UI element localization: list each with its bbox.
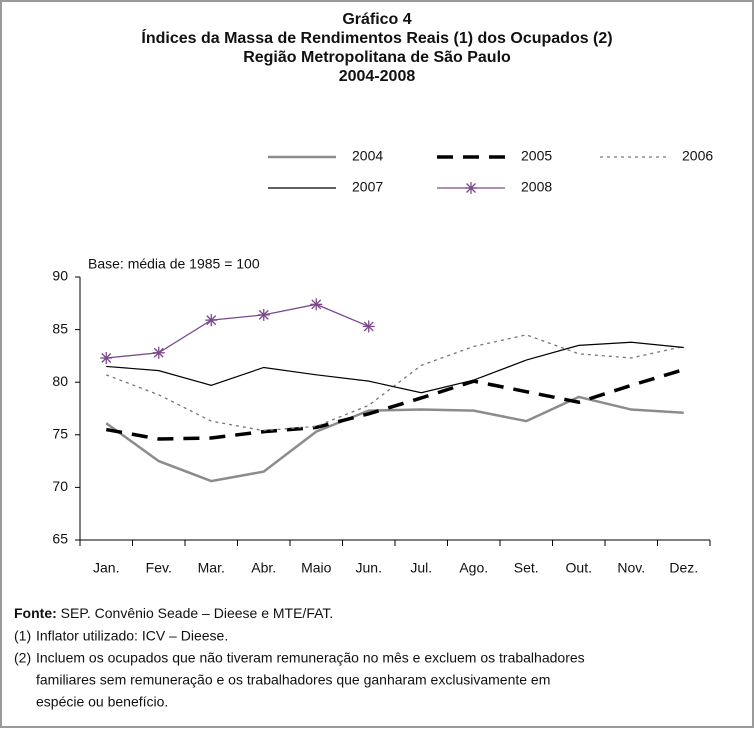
x-tick-label: Out. <box>566 560 592 576</box>
chart-title: 2004-2008 <box>339 68 416 85</box>
marker <box>100 352 113 365</box>
y-tick-label: 80 <box>52 373 68 389</box>
x-tick-label: Nov. <box>617 560 645 576</box>
marker-stroke <box>101 353 112 363</box>
legend-label: 2008 <box>521 179 552 195</box>
note-text: espécie ou benefício. <box>36 694 168 710</box>
series-line <box>105 395 684 483</box>
series-line <box>106 303 370 359</box>
legend-label: 2007 <box>352 179 383 195</box>
x-tick-label: Mar. <box>198 560 225 576</box>
chart-title: Índices da Massa de Rendimentos Reais (1… <box>141 28 612 47</box>
y-tick-label: 70 <box>52 478 68 494</box>
x-tick-label: Dez. <box>669 560 698 576</box>
note-text: familiares sem remuneração e os trabalha… <box>36 672 550 688</box>
x-tick-label: Jan. <box>93 560 119 576</box>
marker-stroke <box>311 299 322 310</box>
marker-stroke <box>153 347 164 358</box>
x-tick-label: Maio <box>301 560 332 576</box>
marker-stroke <box>466 183 476 193</box>
marker <box>152 346 165 359</box>
marker-stroke <box>258 309 269 320</box>
note-text: Incluem os ocupados que não tiveram remu… <box>36 650 585 666</box>
chart-title: Região Metropolitana de São Paulo <box>243 49 511 66</box>
chart-title: Gráfico 4 <box>342 11 411 28</box>
x-tick-label: Ago. <box>459 560 488 576</box>
note-text: Inflator utilizado: ICV – Dieese. <box>36 628 228 644</box>
annotation: Base: média de 1985 = 100 <box>88 256 260 272</box>
marker <box>205 314 218 327</box>
y-tick-label: 90 <box>52 268 68 284</box>
x-tick-label: Abr. <box>251 560 276 576</box>
legend-label: 2005 <box>521 148 552 164</box>
source-text: SEP. Convênio Seade – Dieese e MTE/FAT. <box>61 605 334 621</box>
x-tick-label: Jul. <box>410 560 432 576</box>
series-line <box>106 341 684 394</box>
x-tick-label: Jun. <box>356 560 382 576</box>
series-line <box>105 367 685 441</box>
source-label: Fonte: <box>14 605 57 621</box>
y-tick-label: 65 <box>52 531 68 547</box>
note-number: (1) <box>14 628 31 644</box>
marker <box>257 308 270 321</box>
source: Fonte: SEP. Convênio Seade – Dieese e MT… <box>14 605 333 621</box>
x-tick-label: Fev. <box>146 560 172 576</box>
x-tick-label: Set. <box>514 560 539 576</box>
y-tick-label: 85 <box>52 320 68 336</box>
marker <box>362 320 375 333</box>
marker <box>310 298 323 311</box>
marker <box>465 182 477 194</box>
legend-label: 2006 <box>682 148 713 164</box>
marker-stroke <box>206 315 217 326</box>
marker-stroke <box>363 321 374 332</box>
note-number: (2) <box>14 650 31 666</box>
legend-label: 2004 <box>352 148 383 164</box>
y-tick-label: 75 <box>52 426 68 442</box>
series-line <box>106 334 684 432</box>
